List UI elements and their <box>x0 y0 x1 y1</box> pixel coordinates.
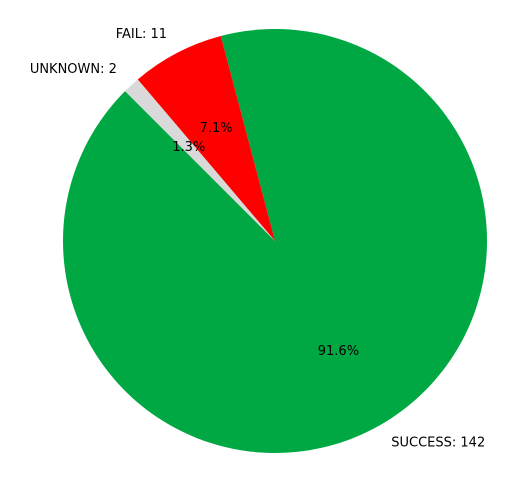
slice-label-success: SUCCESS: 142 <box>391 436 485 451</box>
pie-labels: SUCCESS: 142 91.6% FAIL: 11 7.1% UNKNOWN: 2 1… <box>30 27 485 451</box>
slice-label-unknown: UNKNOWN: 2 <box>30 62 117 77</box>
pie-slice-unknown <box>125 79 276 242</box>
pie-slice-fail <box>137 36 275 242</box>
pct-label-success: 91.6% <box>318 344 359 359</box>
pie-slices <box>62 29 487 453</box>
pie-slice-success <box>62 29 487 453</box>
pct-label-fail: 7.1% <box>200 121 233 136</box>
pct-label-unknown: 1.3% <box>172 140 205 155</box>
slice-label-fail: FAIL: 11 <box>116 27 167 42</box>
